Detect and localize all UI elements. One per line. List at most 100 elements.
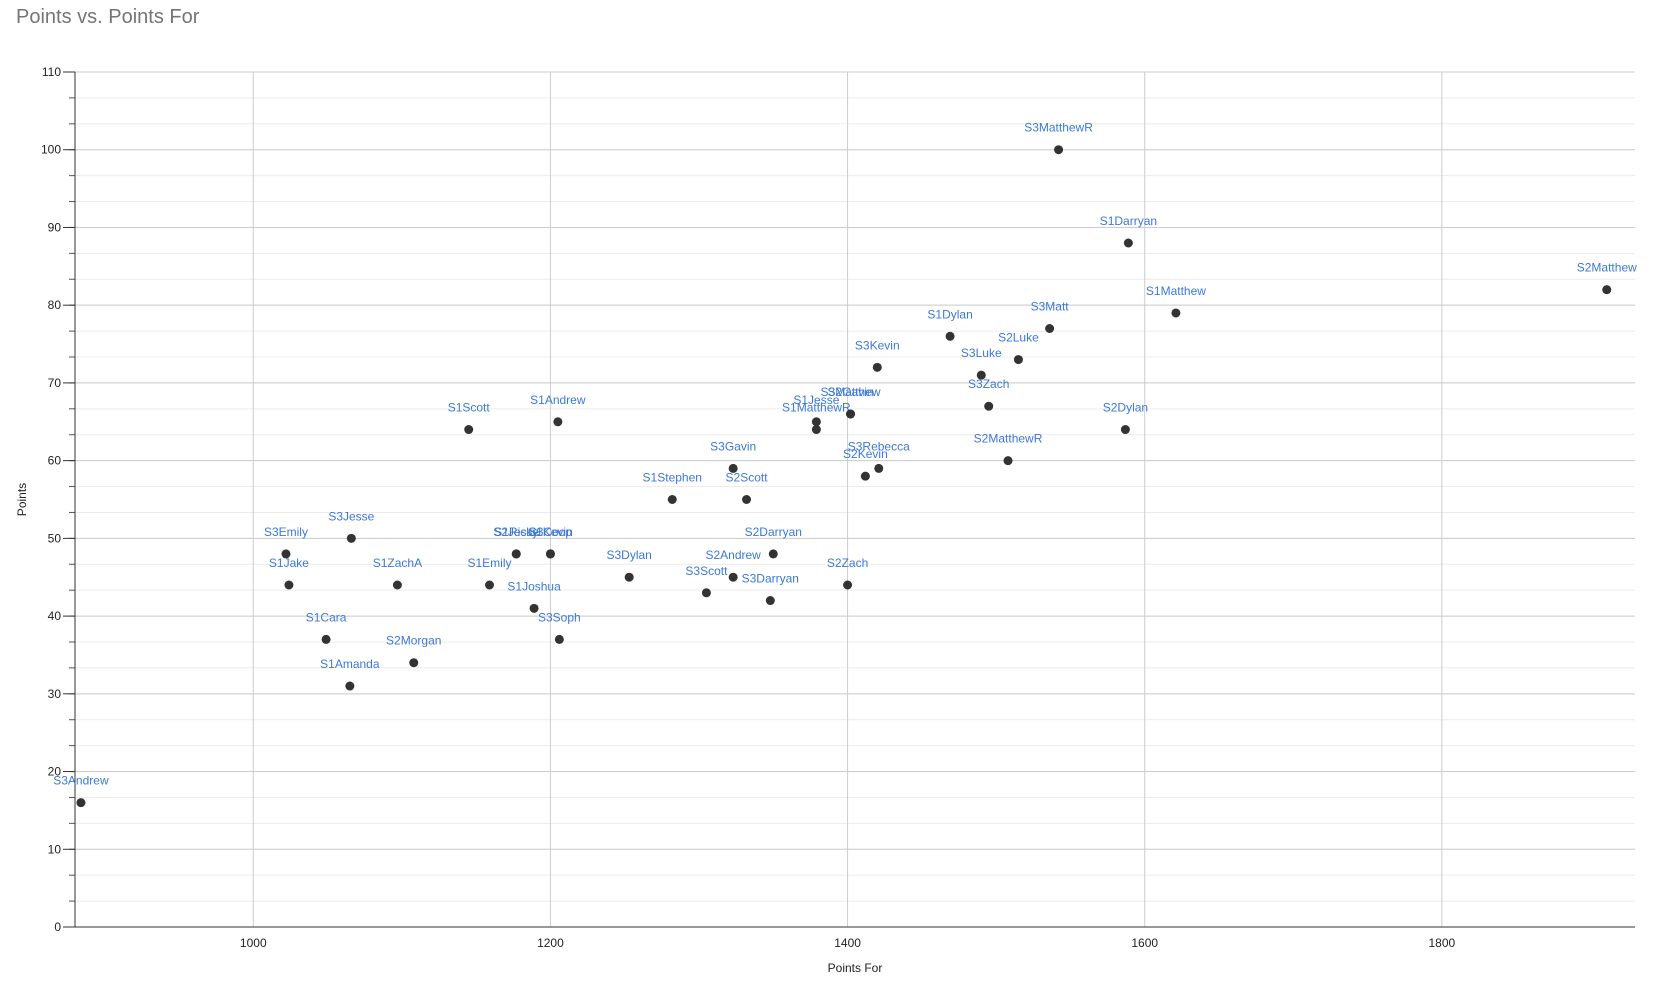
- point-label: S3Matt: [1031, 300, 1070, 314]
- x-axis-title: Points For: [828, 961, 883, 975]
- data-point: [976, 370, 986, 380]
- point-label: S3Andrew: [53, 774, 109, 788]
- point-label: S3Soph: [538, 610, 581, 624]
- data-point: [545, 549, 555, 559]
- point-label: S1MatthewR: [782, 401, 851, 415]
- y-tick-label: 0: [54, 920, 61, 934]
- data-point: [765, 596, 775, 606]
- y-tick-label: 80: [48, 298, 62, 312]
- data-point: [945, 331, 955, 341]
- y-tick-label: 20: [48, 765, 62, 779]
- point-label: S1Cara: [306, 610, 347, 624]
- point-label: S3Jesse: [328, 509, 374, 523]
- grid-lines: [75, 71, 1635, 928]
- point-label: S3Kevin: [855, 338, 900, 352]
- data-point: [811, 425, 821, 435]
- point-label: S1Jake: [269, 556, 309, 570]
- point-label: S3Emily: [264, 525, 308, 539]
- data-point: [846, 409, 856, 419]
- data-point: [1120, 425, 1130, 435]
- point-label: S1Darryan: [1100, 214, 1157, 228]
- point-label: S1ZachA: [373, 556, 422, 570]
- data-point: [768, 549, 778, 559]
- data-point: [860, 471, 870, 481]
- y-tick-label: 90: [48, 220, 62, 234]
- data-point: [667, 495, 677, 504]
- data-point: [409, 658, 419, 668]
- x-tick-label: 1000: [240, 936, 267, 950]
- point-label: S1Joshua: [507, 579, 561, 593]
- data-point: [485, 580, 495, 590]
- data-point: [321, 634, 331, 644]
- data-point: [872, 362, 882, 372]
- data-point: [76, 798, 86, 808]
- point-label: S1Jesse: [793, 393, 839, 407]
- data-point: [1045, 324, 1055, 333]
- point-label: S1Andrew: [530, 393, 586, 407]
- data-point: [1013, 355, 1023, 365]
- point-label: S2MatthewR: [974, 432, 1043, 446]
- data-point: [511, 549, 521, 559]
- data-point: [1171, 308, 1181, 318]
- point-label: S2Darryan: [745, 525, 802, 539]
- point-label: S2Matthew: [1577, 261, 1637, 275]
- y-tick-label: 40: [48, 609, 62, 623]
- point-label: S3Zach: [968, 377, 1009, 391]
- data-point: [811, 417, 821, 427]
- point-label: S1Amanda: [320, 657, 380, 671]
- data-point: [742, 495, 752, 504]
- data-point: [392, 580, 402, 590]
- data-point: [984, 401, 994, 411]
- point-label: S2Jesse: [493, 525, 539, 539]
- point-label: S2Kevin: [843, 447, 888, 461]
- point-label: S1Ricky: [494, 525, 538, 539]
- data-point: [728, 572, 738, 582]
- data-point: [1054, 145, 1064, 155]
- point-label: S3Coop: [529, 525, 573, 539]
- data-point: [464, 425, 474, 435]
- y-tick-label: 10: [48, 842, 62, 856]
- point-label: S3Dylan: [606, 548, 651, 562]
- data-point: [701, 588, 711, 598]
- y-tick-label: 50: [48, 531, 62, 545]
- point-label: S3MatthewR: [1024, 121, 1093, 135]
- y-tick-label: 30: [48, 687, 62, 701]
- data-point: [843, 580, 853, 590]
- point-label: S2Andrew: [705, 548, 761, 562]
- data-point: [553, 417, 563, 427]
- y-axis-title: Points: [15, 483, 29, 516]
- point-label: S2Dylan: [1103, 401, 1148, 415]
- data-point: [554, 634, 564, 644]
- data-point: [874, 463, 884, 473]
- point-label: S1Emily: [468, 556, 512, 570]
- data-point: [1003, 456, 1013, 466]
- point-label: S1Dylan: [927, 307, 972, 321]
- point-label: S3Darryan: [742, 572, 799, 586]
- data-point: [345, 681, 355, 691]
- point-label: S3Luke: [961, 346, 1002, 360]
- point-label: S2Morgan: [386, 634, 441, 648]
- data-point: [624, 572, 634, 582]
- point-label: S2Gavin: [828, 385, 874, 399]
- y-tick-label: 60: [48, 454, 62, 468]
- point-label: S1Kevin: [528, 525, 573, 539]
- data-point: [1123, 238, 1133, 248]
- point-label: S3Matthew: [821, 385, 881, 399]
- x-tick-label: 1400: [834, 936, 861, 950]
- point-label: S3Rebecca: [848, 439, 910, 453]
- point-label: S2Scott: [726, 471, 769, 485]
- tick-labels: 0 10 20 30 40 50 60 70 80 90 100 110 1000 1200 1400 160…: [41, 65, 1456, 950]
- point-label: S1Stephen: [643, 471, 702, 485]
- y-tick-label: 70: [48, 376, 62, 390]
- point-label: S1Scott: [448, 401, 491, 415]
- data-point: [281, 549, 291, 559]
- data-point: [1602, 285, 1612, 295]
- data-point: [284, 580, 294, 590]
- axes: [63, 71, 1635, 928]
- chart-title: Points vs. Points For: [16, 6, 200, 28]
- x-tick-label: 1800: [1429, 936, 1456, 950]
- y-tick-label: 110: [42, 65, 61, 79]
- point-label: S2Zach: [827, 556, 868, 570]
- data-point: [728, 463, 738, 473]
- x-tick-label: 1200: [537, 936, 564, 950]
